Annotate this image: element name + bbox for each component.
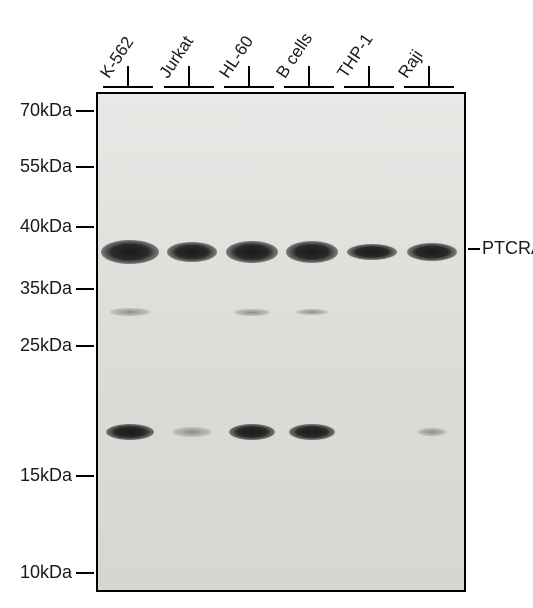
lane-tick-bar <box>344 86 394 88</box>
lane-tick-connector <box>428 66 430 86</box>
mw-tick <box>76 345 94 347</box>
band <box>234 309 270 316</box>
band <box>167 242 217 262</box>
target-label: PTCRA <box>482 238 533 259</box>
blot-membrane-bg <box>98 94 464 590</box>
mw-label: 15kDa <box>20 465 72 486</box>
blot-frame <box>96 92 466 592</box>
band <box>296 309 328 315</box>
band <box>172 427 212 437</box>
lane-tick-connector <box>308 66 310 86</box>
mw-label: 55kDa <box>20 156 72 177</box>
band <box>106 424 154 440</box>
lane-label: B cells <box>272 29 317 82</box>
western-blot-figure: K-562 Jurkat HL-60 B cells THP-1 Raji 70kDa 55… <box>0 0 533 608</box>
mw-label: 70kDa <box>20 100 72 121</box>
mw-label: 25kDa <box>20 335 72 356</box>
mw-tick <box>76 166 94 168</box>
mw-tick <box>76 110 94 112</box>
lane-tick-bar <box>284 86 334 88</box>
lane-tick-connector <box>248 66 250 86</box>
mw-label: 40kDa <box>20 216 72 237</box>
band <box>226 241 278 263</box>
lane-label: Raji <box>394 47 427 82</box>
mw-label: 35kDa <box>20 278 72 299</box>
band <box>347 244 397 260</box>
lane-label: K-562 <box>96 33 138 82</box>
lane-tick-connector <box>188 66 190 86</box>
mw-tick <box>76 572 94 574</box>
lane-tick-bar <box>224 86 274 88</box>
band <box>110 308 150 316</box>
mw-tick <box>76 226 94 228</box>
mw-tick <box>76 288 94 290</box>
lane-tick-bar <box>404 86 454 88</box>
lane-tick-bar <box>103 86 153 88</box>
lane-label: HL-60 <box>215 32 257 82</box>
lane-label: THP-1 <box>333 30 377 82</box>
band <box>286 241 338 263</box>
lane-label: Jurkat <box>155 32 197 82</box>
mw-tick <box>76 475 94 477</box>
band <box>417 428 447 436</box>
target-tick <box>468 248 480 250</box>
band <box>229 424 275 440</box>
band <box>101 240 159 264</box>
band <box>407 243 457 261</box>
lane-tick-connector <box>127 66 129 86</box>
band <box>289 424 335 440</box>
lane-tick-connector <box>368 66 370 86</box>
mw-label: 10kDa <box>20 562 72 583</box>
lane-tick-bar <box>164 86 214 88</box>
